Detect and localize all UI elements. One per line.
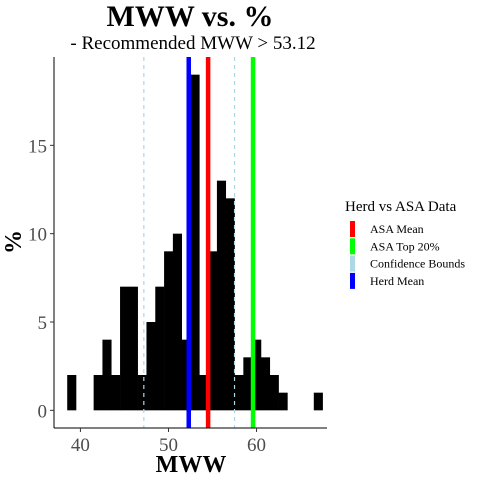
- histogram-bar: [146, 322, 156, 411]
- legend-label-herd-mean: Herd Mean: [370, 274, 424, 288]
- legend-title: Herd vs ASA Data: [345, 199, 457, 215]
- y-tick-label: 10: [28, 225, 47, 246]
- histogram-bar: [216, 180, 227, 411]
- histogram-bar: [269, 375, 279, 411]
- legend-label-asa-top-20: ASA Top 20%: [370, 239, 440, 253]
- legend-swatch-asa-mean: [350, 221, 355, 237]
- legend: Herd vs ASA Data ASA Mean ASA Top 20% Conf…: [345, 199, 465, 289]
- legend-items: ASA Mean ASA Top 20% Confidence Bounds Herd…: [350, 221, 465, 289]
- chart-title: MWW vs. %: [107, 0, 274, 33]
- histogram-bar: [208, 251, 218, 411]
- histogram-bar: [155, 286, 165, 411]
- histogram-bar: [111, 375, 121, 411]
- y-tick-label: 5: [38, 313, 48, 334]
- histogram-bar: [252, 339, 262, 411]
- histogram-bar: [225, 198, 235, 411]
- histogram-bar: [120, 286, 130, 411]
- histogram-bar: [260, 357, 271, 411]
- y-ticks-group: 0 5 10 15: [28, 136, 54, 422]
- histogram-bar: [234, 375, 244, 411]
- x-axis-title: MWW: [156, 452, 227, 478]
- histogram-bar: [181, 339, 191, 411]
- histogram-bar: [278, 392, 288, 411]
- legend-swatch-confidence-bounds: [350, 255, 355, 272]
- legend-label-confidence-bounds: Confidence Bounds: [370, 257, 465, 271]
- histogram-bar: [164, 251, 174, 411]
- y-tick-label: 15: [28, 136, 47, 157]
- histogram-bar: [199, 375, 209, 411]
- reference-lines-group: [143, 57, 256, 428]
- histogram-bar: [102, 339, 112, 411]
- histogram-bar: [313, 392, 323, 411]
- x-ticks-group: 40 50 60: [71, 428, 266, 456]
- x-tick-label: 60: [247, 435, 266, 456]
- histogram-bar: [128, 286, 138, 411]
- legend-swatch-herd-mean: [350, 272, 355, 289]
- bars-group: [67, 74, 323, 411]
- legend-label-asa-mean: ASA Mean: [370, 222, 424, 236]
- y-axis-title: %: [1, 230, 27, 254]
- histogram-bar: [243, 357, 253, 411]
- histogram-bar: [137, 375, 147, 411]
- histogram-bar: [67, 375, 77, 411]
- histogram-bar: [172, 233, 182, 411]
- chart-subtitle: - Recommended MWW > 53.12: [70, 33, 315, 54]
- legend-swatch-asa-top-20: [350, 238, 355, 255]
- histogram-bar: [190, 74, 200, 411]
- x-tick-label: 50: [159, 435, 178, 456]
- y-tick-label: 0: [38, 401, 48, 422]
- x-tick-label: 40: [71, 435, 90, 456]
- histogram-bar: [93, 375, 103, 411]
